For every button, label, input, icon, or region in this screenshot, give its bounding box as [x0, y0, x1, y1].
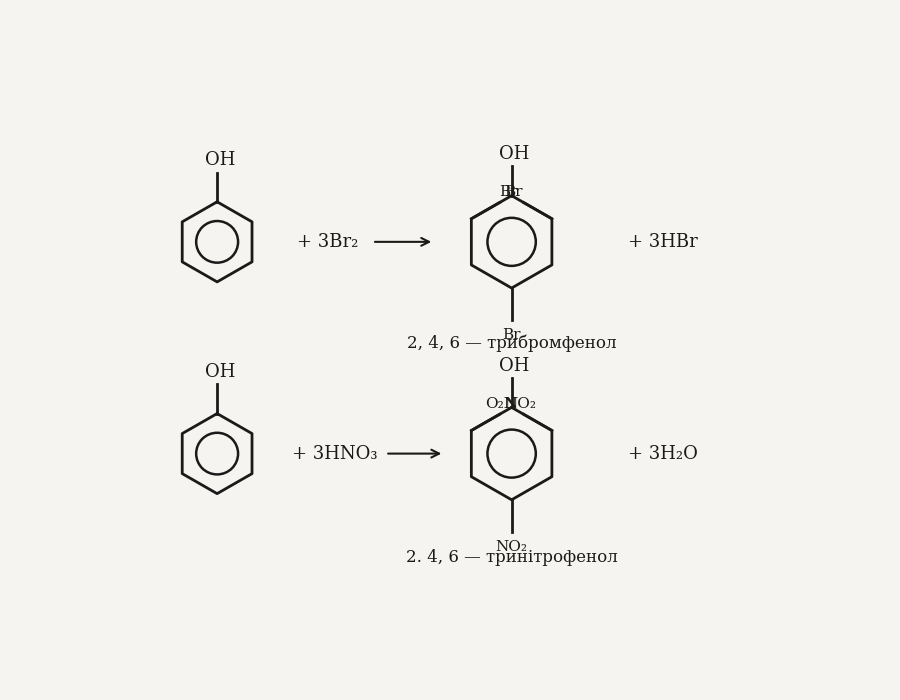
- Text: OH: OH: [204, 151, 235, 169]
- Text: NO₂: NO₂: [496, 540, 527, 554]
- Text: 2. 4, 6 — тринітрофенол: 2. 4, 6 — тринітрофенол: [406, 549, 617, 566]
- Text: Br: Br: [504, 186, 523, 199]
- Text: Br: Br: [499, 186, 517, 199]
- Text: + 3HNO₃: + 3HNO₃: [292, 444, 378, 463]
- Text: + 3Br₂: + 3Br₂: [297, 233, 358, 251]
- Text: Br: Br: [502, 328, 521, 342]
- Text: OH: OH: [500, 357, 529, 375]
- Text: NO₂: NO₂: [504, 398, 536, 412]
- Text: + 3HBr: + 3HBr: [628, 233, 698, 251]
- Text: OH: OH: [204, 363, 235, 382]
- Text: 2, 4, 6 — трибромфенол: 2, 4, 6 — трибромфенол: [407, 335, 616, 352]
- Text: OH: OH: [500, 146, 529, 163]
- Text: O₂N: O₂N: [485, 398, 518, 412]
- Text: + 3H₂O: + 3H₂O: [628, 444, 698, 463]
